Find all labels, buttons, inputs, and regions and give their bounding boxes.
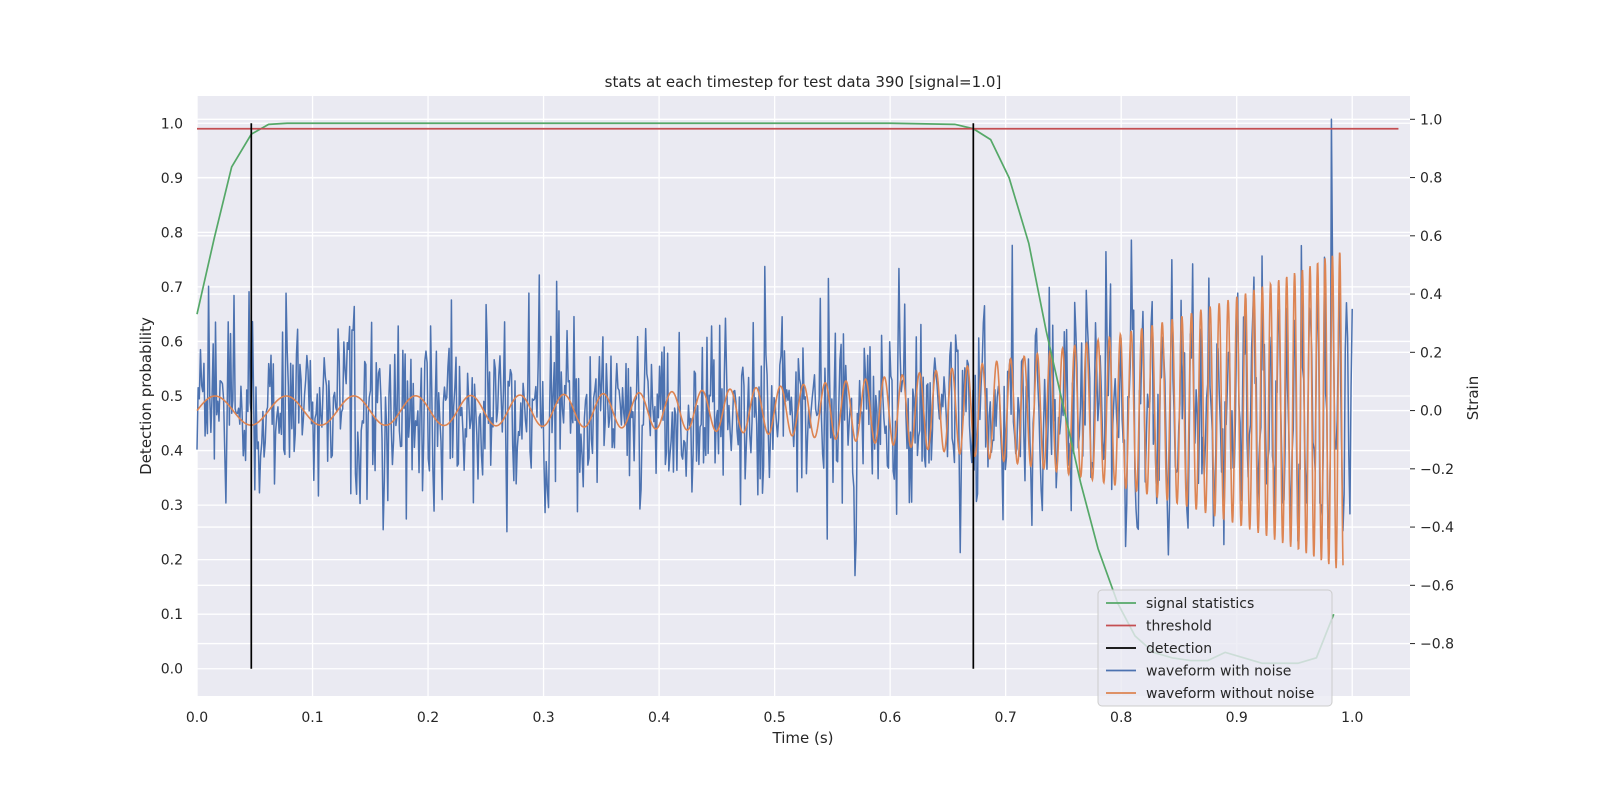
legend-label-2: detection <box>1146 641 1212 657</box>
x-tick-label-5: 0.5 <box>763 710 785 726</box>
y-left-tick-label-4: 0.4 <box>161 444 183 460</box>
y-right-axis-label: Strain <box>1464 376 1482 420</box>
y-right-tick-label-7: 0.6 <box>1420 229 1442 245</box>
y-left-tick-label-0: 0.0 <box>161 662 183 678</box>
y-right-tick-label-6: 0.4 <box>1420 287 1442 303</box>
legend-box <box>1097 589 1333 707</box>
y-left-tick-label-9: 0.9 <box>161 171 183 187</box>
x-tick-label-0: 0.0 <box>186 710 208 726</box>
series-waveform-without-noise <box>196 252 1344 569</box>
x-tick-label-3: 0.3 <box>532 710 554 726</box>
y-right-tick-label-8: 0.8 <box>1420 171 1442 187</box>
x-tick-label-9: 0.9 <box>1226 710 1248 726</box>
x-tick-label-1: 0.1 <box>301 710 323 726</box>
y-left-tick-label-5: 0.5 <box>161 389 183 405</box>
y-left-tick-label-1: 0.1 <box>161 607 183 623</box>
legend-label-0: signal statistics <box>1146 596 1254 612</box>
legend-label-3: waveform with noise <box>1146 664 1291 680</box>
x-tick-label-6: 0.6 <box>879 710 901 726</box>
y-left-tick-label-8: 0.8 <box>161 225 183 241</box>
y-left-tick-label-2: 0.2 <box>161 553 183 569</box>
y-left-tick-label-3: 0.3 <box>161 498 183 514</box>
y-right-tick-label-3: −0.2 <box>1420 462 1454 478</box>
x-tick-label-7: 0.7 <box>995 710 1017 726</box>
y-left-axis-label: Detection probability <box>137 317 155 475</box>
legend-label-1: threshold <box>1146 619 1212 635</box>
y-left-axis-ticks: 0.0 0.1 0.2 0.3 0.4 0.5 0.6 0.7 0.8 0.9 1.0 <box>161 116 183 677</box>
y-right-tick-label-0: −0.8 <box>1420 637 1454 653</box>
chart-title: stats at each timestep for test data 390… <box>605 73 1002 91</box>
y-right-axis-ticks: −0.8 −0.6 −0.4 −0.2 0.0 0.2 0.4 0.6 0.8 1.0 <box>1410 112 1454 653</box>
legend-label-4: waveform without noise <box>1146 686 1314 702</box>
legend: signal statistics threshold detection wavef… <box>1097 589 1333 707</box>
x-axis-label: Time (s) <box>772 729 834 747</box>
y-left-tick-label-10: 1.0 <box>161 116 183 132</box>
x-tick-label-10: 1.0 <box>1341 710 1363 726</box>
x-tick-label-4: 0.4 <box>648 710 670 726</box>
y-right-tick-label-1: −0.6 <box>1420 578 1454 594</box>
x-axis-ticks: 0.0 0.1 0.2 0.3 0.4 0.5 0.6 0.7 0.8 0.9 1.0 <box>186 710 1364 726</box>
y-left-tick-label-6: 0.6 <box>161 334 183 350</box>
y-right-tick-label-2: −0.4 <box>1420 520 1454 536</box>
x-tick-label-2: 0.2 <box>417 710 439 726</box>
y-left-tick-label-7: 0.7 <box>161 280 183 296</box>
y-right-tick-label-4: 0.0 <box>1420 404 1442 420</box>
y-right-tick-label-5: 0.2 <box>1420 345 1442 361</box>
x-tick-label-8: 0.8 <box>1110 710 1132 726</box>
y-right-tick-label-9: 1.0 <box>1420 112 1442 128</box>
